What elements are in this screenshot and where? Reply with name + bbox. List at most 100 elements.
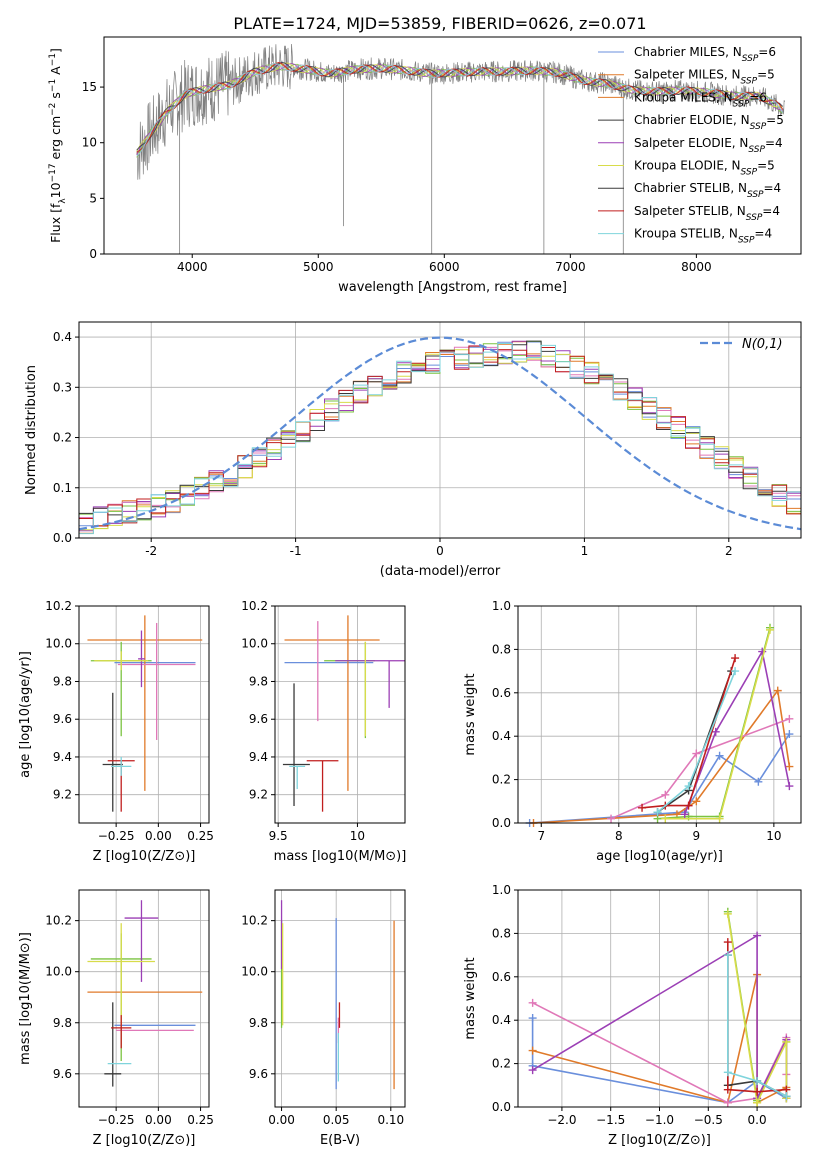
- weight-marker: [711, 727, 720, 736]
- x-tick-label: 0.05: [323, 1113, 350, 1127]
- y-tick-label: 10.0: [45, 637, 72, 651]
- weight-line: [727, 913, 788, 1106]
- histogram-plot-area: [79, 336, 801, 535]
- y-tick-label: 0.8: [492, 926, 511, 940]
- x-tick-label: 9: [693, 829, 701, 843]
- panel-mass_vs_Z: −0.25 0.00 0.25 9.6 9.8 10.0 10.2 Z [log10(Z/Z⊙…: [18, 889, 214, 1148]
- weight-marker: [723, 1098, 732, 1107]
- model-fit-line: [136, 62, 783, 152]
- y-tick-label: 9.2: [53, 788, 72, 802]
- weight-line: [683, 649, 791, 815]
- x-tick-label: −1.5: [596, 1113, 625, 1127]
- weight-marker: [528, 1066, 537, 1075]
- weight-marker: [684, 801, 693, 810]
- weight-marker: [692, 749, 701, 758]
- x-tick-label: 2: [725, 544, 733, 558]
- figure-title: PLATE=1724, MJD=53859, FIBERID=0626, z=0…: [233, 14, 646, 33]
- panel-spectrum: 4000 5000 6000 7000 8000 0 5 10 15 wavelength [An…: [48, 36, 802, 295]
- y-tick-label: 10.2: [241, 599, 268, 613]
- y-axis-label: Normed distribution: [24, 365, 39, 495]
- weight-marker: [661, 814, 670, 823]
- y-tick-label: 9.8: [53, 1016, 72, 1030]
- y-tick-label: 0.1: [53, 481, 72, 495]
- legend-label: Kroupa STELIB, NSSP=4: [634, 227, 772, 246]
- y-tick-label: 0.8: [492, 642, 511, 656]
- spectrum-legend: Chabrier MILES, NSSP=6 Salpeter MILES, NS…: [598, 45, 784, 246]
- y-tick-label: 0.6: [492, 686, 511, 700]
- legend-label: Chabrier STELIB, NSSP=4: [634, 181, 781, 200]
- x-axis-label: Z [log10(Z/Z⊙)]: [93, 1133, 196, 1148]
- legend-label: Salpeter MILES, NSSP=5: [634, 68, 775, 87]
- panel-mass_weight_vs_Z: −2.0 −1.5 −1.0 −0.5 0.0 0.0 0.2 0.4 0.6 0.8 1.0 Z […: [463, 883, 802, 1148]
- panel-mass_vs_ebv: 0.00 0.05 0.10 9.6 9.8 10.0 10.2 E(B-V): [241, 889, 406, 1148]
- weight-line: [665, 629, 771, 820]
- model-fit-line: [136, 63, 784, 157]
- weight-line: [642, 657, 736, 809]
- weight-marker: [715, 751, 724, 760]
- weight-marker: [723, 1068, 732, 1077]
- weight-marker: [785, 762, 794, 771]
- x-tick-label: −0.25: [98, 829, 135, 843]
- x-tick-label: −0.5: [694, 1113, 723, 1127]
- model-fit-line: [136, 63, 783, 156]
- weight-marker: [782, 1037, 791, 1046]
- y-axis-label: mass weight: [463, 673, 478, 755]
- x-axis-label: Z [log10(Z/Z⊙)]: [608, 1133, 711, 1148]
- weight-marker: [765, 625, 774, 634]
- y-axis-label: age [log10(age/yr)]: [18, 651, 33, 778]
- x-axis-label: Z [log10(Z/Z⊙)]: [93, 849, 196, 864]
- normal-curve: [79, 336, 801, 531]
- x-tick-label: 8000: [681, 260, 712, 274]
- weight-marker: [528, 1046, 537, 1055]
- y-tick-label: 5: [89, 191, 97, 205]
- legend-label: N(0,1): [742, 337, 783, 352]
- weight-marker: [731, 667, 740, 676]
- weight-marker: [753, 1098, 762, 1107]
- y-tick-label: 10.2: [45, 599, 72, 613]
- y-tick-label: 1.0: [492, 883, 511, 897]
- y-tick-label: 0.6: [492, 970, 511, 984]
- x-tick-label: -1: [290, 544, 302, 558]
- y-tick-label: 0.0: [53, 531, 72, 545]
- y-tick-label: 10.0: [45, 965, 72, 979]
- x-axis-label: (data-model)/error: [380, 564, 501, 579]
- weight-marker: [731, 654, 740, 663]
- y-tick-label: 10.2: [241, 914, 268, 928]
- x-tick-label: −2.0: [547, 1113, 576, 1127]
- x-tick-label: 5000: [303, 260, 334, 274]
- weight-marker: [692, 797, 701, 806]
- x-tick-label: 0.0: [748, 1113, 767, 1127]
- x-tick-label: 4000: [177, 260, 208, 274]
- weight-marker: [773, 686, 782, 695]
- weight-marker: [785, 714, 794, 723]
- y-tick-label: 9.8: [249, 674, 268, 688]
- x-tick-label: -2: [145, 544, 157, 558]
- panel-age_vs_Z: −0.25 0.00 0.25 9.2 9.4 9.6 9.8 10.0 10.2 Z [log1…: [18, 599, 214, 864]
- y-tick-label: 0: [89, 247, 97, 261]
- weight-marker: [684, 782, 693, 791]
- x-tick-label: −0.25: [98, 1113, 135, 1127]
- y-axis-label: mass [log10(M/M⊙)]: [18, 932, 33, 1065]
- weight-marker: [528, 998, 537, 1007]
- y-tick-label: 9.2: [249, 788, 268, 802]
- y-tick-label: 9.8: [53, 674, 72, 688]
- weight-marker: [723, 909, 732, 918]
- weight-marker: [753, 1076, 762, 1085]
- weight-marker: [785, 730, 794, 739]
- axes-frame: [103, 36, 802, 255]
- x-tick-label: 0.10: [377, 1113, 404, 1127]
- legend-label: Chabrier ELODIE, NSSP=5: [634, 113, 784, 132]
- weight-marker: [638, 803, 647, 812]
- panel-mass_weight_vs_age: 7 8 9 10 0.0 0.2 0.4 0.6 0.8 1.0 age [log10(age/yr…: [463, 599, 802, 864]
- axes-frame: [78, 605, 210, 824]
- weight-marker: [653, 808, 662, 817]
- x-axis-label: E(B-V): [320, 1133, 360, 1148]
- x-tick-label: 7: [537, 829, 545, 843]
- x-tick-label: −1.0: [645, 1113, 674, 1127]
- x-tick-label: 1: [581, 544, 589, 558]
- axes-frame: [274, 889, 406, 1108]
- model-fit-line: [136, 62, 784, 153]
- x-tick-label: 0.00: [145, 1113, 172, 1127]
- y-tick-label: 9.6: [249, 1067, 268, 1081]
